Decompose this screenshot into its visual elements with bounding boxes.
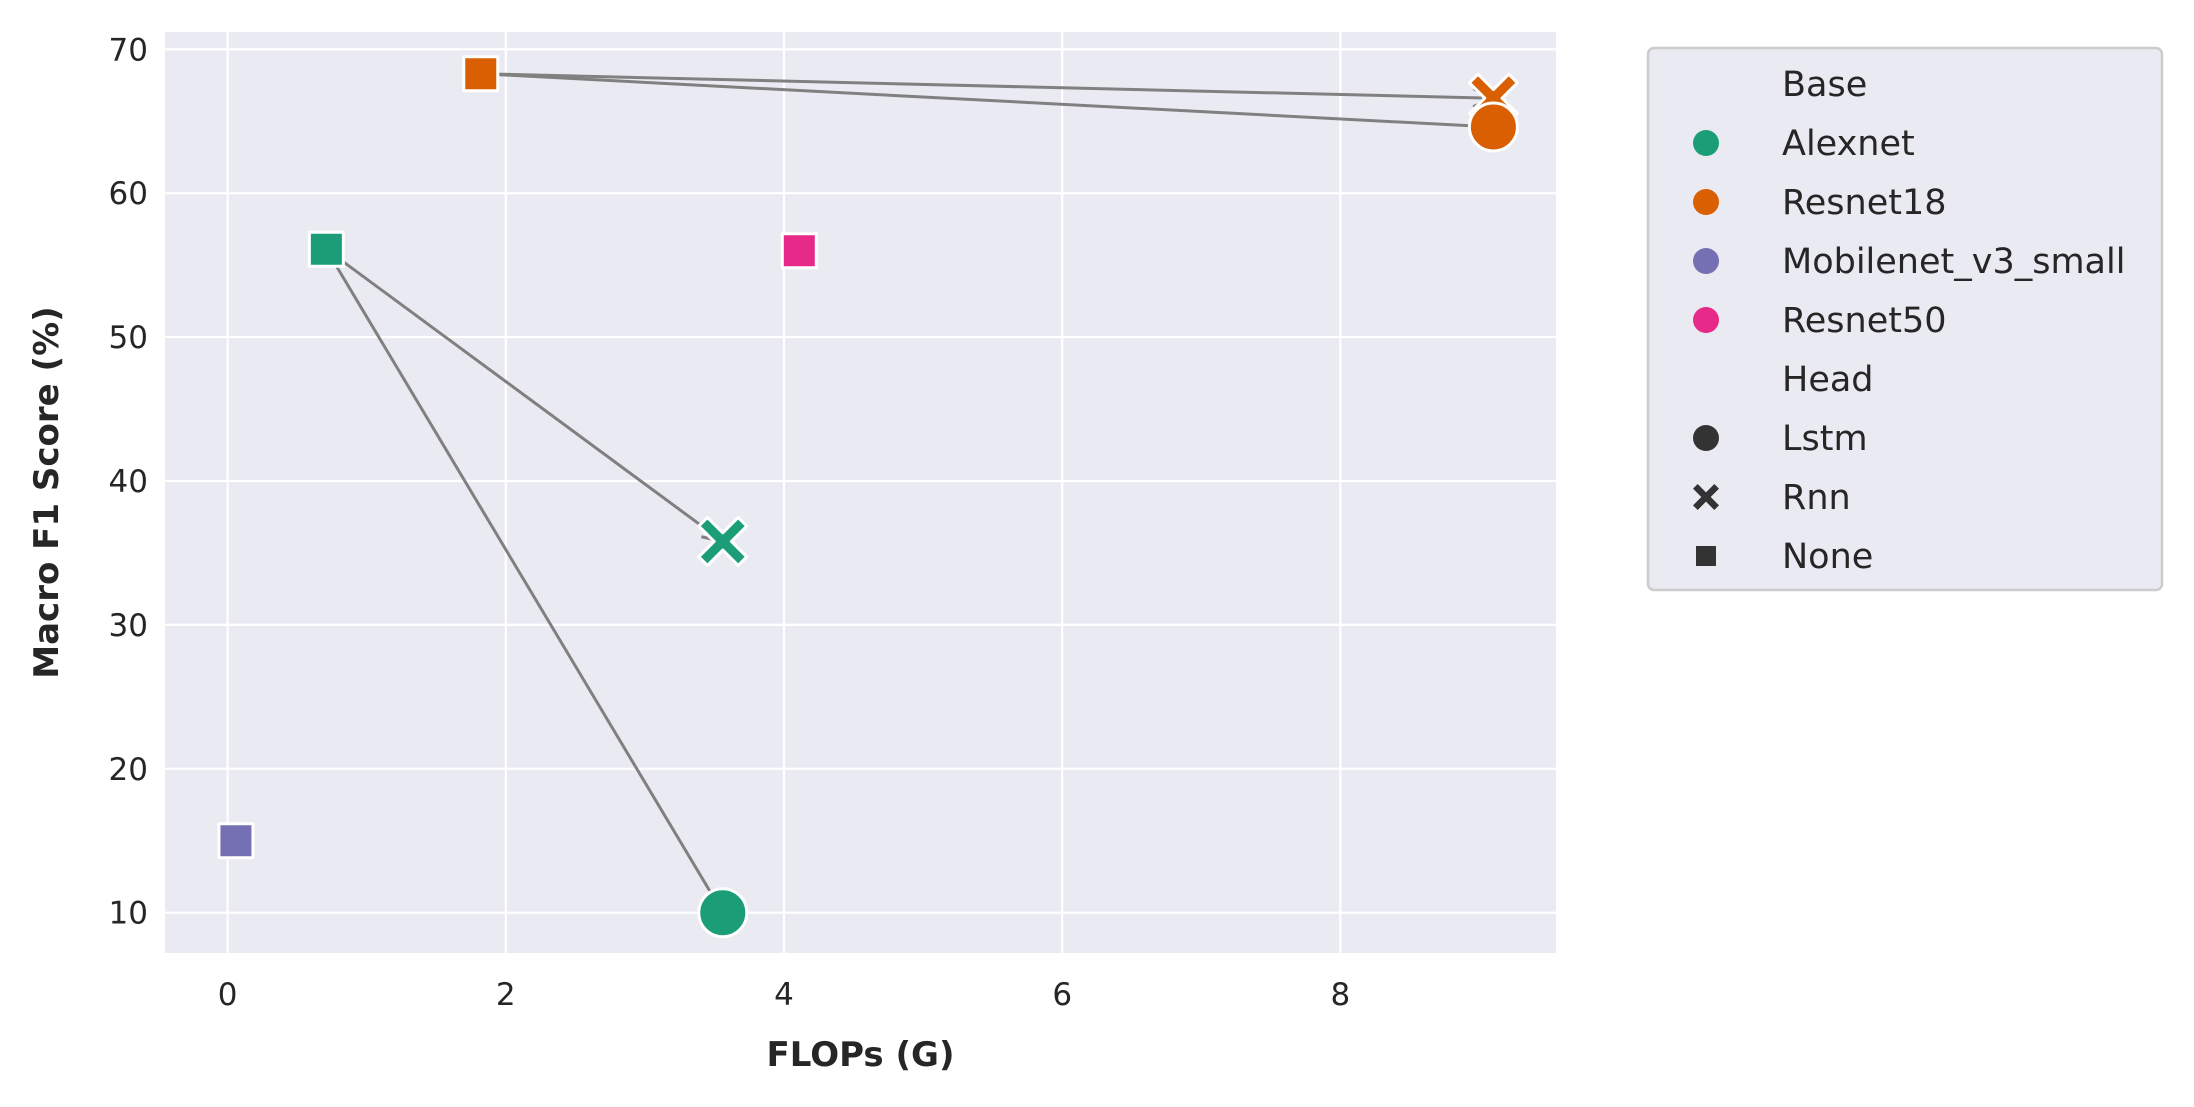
- legend: Base Alexnet Resnet18 Mobilenet_v3_small Res…: [1646, 46, 2164, 592]
- tick-labels: 0 2 4 6 8 10 20 30 40 50 60 70: [109, 32, 1351, 1013]
- plot-area: [165, 32, 1556, 953]
- legend-marker-none: [1696, 546, 1716, 566]
- grid-lines: [165, 32, 1556, 953]
- x-tick-label: 8: [1331, 977, 1351, 1013]
- legend-title-base: Base: [1782, 65, 1867, 105]
- y-tick-label: 20: [109, 752, 148, 788]
- point-alexnet-rnn: [697, 515, 749, 567]
- legend-label-rnn: Rnn: [1782, 478, 1851, 518]
- x-axis-label: FLOPs (G): [767, 1035, 955, 1075]
- legend-marker-resnet50: [1693, 307, 1719, 333]
- legend-label-resnet50: Resnet50: [1782, 301, 1947, 341]
- point-resnet18-none: [462, 55, 500, 93]
- legend-marker-resnet18: [1693, 189, 1719, 215]
- legend-frame: [1646, 46, 2164, 592]
- legend-title-head: Head: [1782, 360, 1874, 400]
- legend-label-alexnet: Alexnet: [1782, 124, 1915, 164]
- legend-label-mobilenet-v3-small: Mobilenet_v3_small: [1782, 242, 2125, 282]
- legend-label-none: None: [1782, 537, 1873, 577]
- legend-marker-lstm: [1693, 425, 1719, 451]
- y-axis-label: Macro F1 Score (%): [27, 306, 67, 678]
- y-tick-label: 70: [109, 32, 148, 68]
- legend-label-resnet18: Resnet18: [1782, 183, 1947, 223]
- y-tick-label: 50: [109, 320, 148, 356]
- y-tick-label: 60: [109, 176, 148, 212]
- points-layer: [217, 55, 1519, 939]
- legend-marker-rnn: [1693, 484, 1719, 510]
- legend-marker-mobilenet-v3-small: [1693, 248, 1719, 274]
- x-tick-label: 0: [218, 977, 238, 1013]
- y-tick-label: 40: [109, 464, 148, 500]
- x-tick-label: 4: [774, 977, 794, 1013]
- point-alexnet-lstm: [697, 887, 749, 939]
- legend-label-lstm: Lstm: [1782, 419, 1868, 459]
- y-tick-label: 10: [109, 896, 148, 932]
- point-alexnet-none: [307, 230, 345, 268]
- x-tick-label: 2: [496, 977, 516, 1013]
- y-tick-label: 30: [109, 608, 148, 644]
- point-resnet50-none: [780, 232, 818, 270]
- point-resnet18-lstm: [1467, 101, 1519, 153]
- legend-marker-alexnet: [1693, 130, 1719, 156]
- point-mobilenet-v3-small-none: [217, 822, 255, 860]
- x-tick-label: 6: [1052, 977, 1072, 1013]
